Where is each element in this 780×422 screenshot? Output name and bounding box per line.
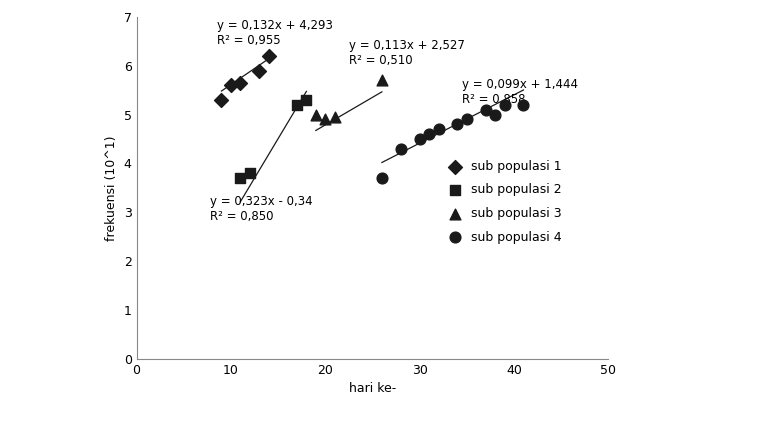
X-axis label: hari ke-: hari ke- — [349, 382, 396, 395]
Legend: sub populasi 1, sub populasi 2, sub populasi 3, sub populasi 4: sub populasi 1, sub populasi 2, sub popu… — [442, 160, 562, 244]
sub populasi 4 — [451, 121, 463, 128]
sub populasi 4 — [376, 175, 388, 181]
sub populasi 4 — [480, 106, 492, 113]
Text: y = 0,132x + 4,293
R² = 0,955: y = 0,132x + 4,293 R² = 0,955 — [217, 19, 332, 47]
sub populasi 2 — [243, 170, 256, 176]
sub populasi 2 — [300, 97, 313, 103]
sub populasi 3 — [310, 111, 322, 118]
sub populasi 4 — [432, 126, 445, 133]
sub populasi 1 — [253, 67, 265, 74]
Y-axis label: frekuensi (10^1): frekuensi (10^1) — [105, 135, 118, 241]
sub populasi 4 — [413, 135, 426, 142]
sub populasi 2 — [291, 101, 303, 108]
sub populasi 1 — [225, 82, 237, 89]
sub populasi 3 — [319, 116, 332, 123]
sub populasi 4 — [423, 131, 435, 138]
sub populasi 3 — [328, 114, 341, 120]
sub populasi 4 — [395, 145, 407, 152]
sub populasi 1 — [234, 79, 246, 86]
sub populasi 1 — [215, 97, 228, 103]
sub populasi 4 — [489, 111, 502, 118]
sub populasi 1 — [262, 53, 275, 60]
sub populasi 3 — [376, 77, 388, 84]
sub populasi 2 — [234, 175, 246, 181]
sub populasi 4 — [498, 101, 511, 108]
Text: y = 0,099x + 1,444
R² = 0,858: y = 0,099x + 1,444 R² = 0,858 — [462, 78, 578, 106]
Text: y = 0,323x - 0,34
R² = 0,850: y = 0,323x - 0,34 R² = 0,850 — [210, 195, 313, 223]
sub populasi 4 — [460, 116, 473, 123]
sub populasi 4 — [517, 101, 530, 108]
Text: y = 0,113x + 2,527
R² = 0,510: y = 0,113x + 2,527 R² = 0,510 — [349, 39, 465, 67]
